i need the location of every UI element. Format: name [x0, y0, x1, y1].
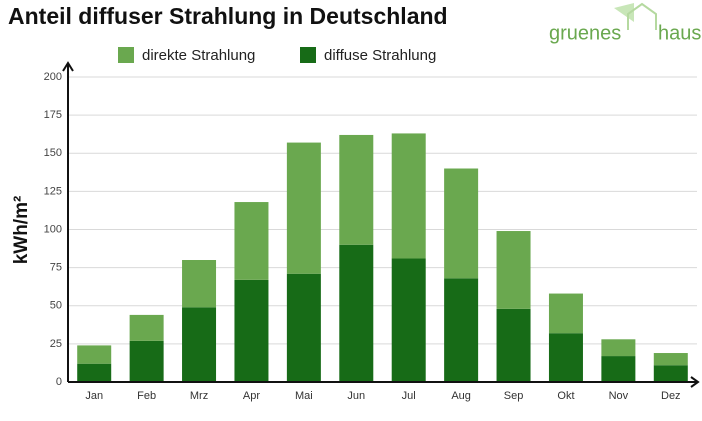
logo-text: haus [658, 22, 701, 44]
bar-segment [391, 258, 426, 382]
legend-label: diffuse Strahlung [324, 47, 436, 64]
legend-swatch [118, 47, 134, 63]
bar-segment [77, 345, 112, 364]
x-tick-label: Sep [504, 390, 524, 402]
x-tick-label: Jun [347, 390, 365, 402]
x-axis-arrow [690, 376, 700, 388]
logo-house [627, 2, 657, 30]
x-tick-label: Nov [609, 390, 629, 402]
bar-segment [182, 307, 217, 382]
bar-segment [548, 293, 583, 334]
y-tick-label: 175 [44, 109, 62, 121]
bar-segment [548, 333, 583, 382]
y-tick-label: 0 [56, 376, 62, 388]
bar-segment [653, 365, 688, 382]
bar-segment [182, 260, 217, 308]
x-tick-label: Mai [295, 390, 313, 402]
bar-segment [234, 279, 269, 382]
x-tick-label: Okt [557, 390, 574, 402]
x-tick-label: Apr [243, 390, 260, 402]
y-tick-label: 125 [44, 185, 62, 197]
y-tick-label: 200 [44, 71, 62, 83]
y-tick-label: 100 [44, 223, 62, 235]
bar-segment [444, 168, 479, 279]
x-tick-label: Jul [402, 390, 416, 402]
bar-segment [77, 363, 112, 382]
x-tick-label: Aug [451, 390, 471, 402]
legend-swatch [300, 47, 316, 63]
bar-segment [286, 273, 321, 382]
bar-segment [286, 142, 321, 274]
bar-segment [653, 353, 688, 366]
bar-segment [391, 133, 426, 259]
bar-segment [496, 231, 531, 309]
bar-segment [339, 244, 374, 382]
legend-label: direkte Strahlung [142, 47, 255, 64]
bar-segment [234, 202, 269, 280]
y-tick-label: 150 [44, 147, 62, 159]
bar-segment [601, 356, 636, 382]
x-tick-label: Dez [661, 390, 681, 402]
logo-text: gruenes [549, 22, 621, 44]
bar-segment [129, 314, 164, 341]
bar-segment [601, 339, 636, 357]
x-tick-label: Feb [137, 390, 156, 402]
logo: gruenes haus [549, 2, 701, 44]
y-axis-label: kWh/m² [11, 196, 32, 265]
bar-segment [129, 340, 164, 382]
y-tick-label: 25 [50, 338, 62, 350]
y-tick-label: 50 [50, 300, 62, 312]
x-tick-label: Jan [85, 390, 103, 402]
x-tick-label: Mrz [190, 390, 208, 402]
y-axis-arrow [62, 61, 74, 72]
bar-segment [339, 134, 374, 245]
chart-title: Anteil diffuser Strahlung in Deutschland [8, 3, 448, 29]
bar-segment [444, 278, 479, 382]
bar-segment [496, 308, 531, 382]
y-tick-label: 75 [50, 262, 62, 274]
